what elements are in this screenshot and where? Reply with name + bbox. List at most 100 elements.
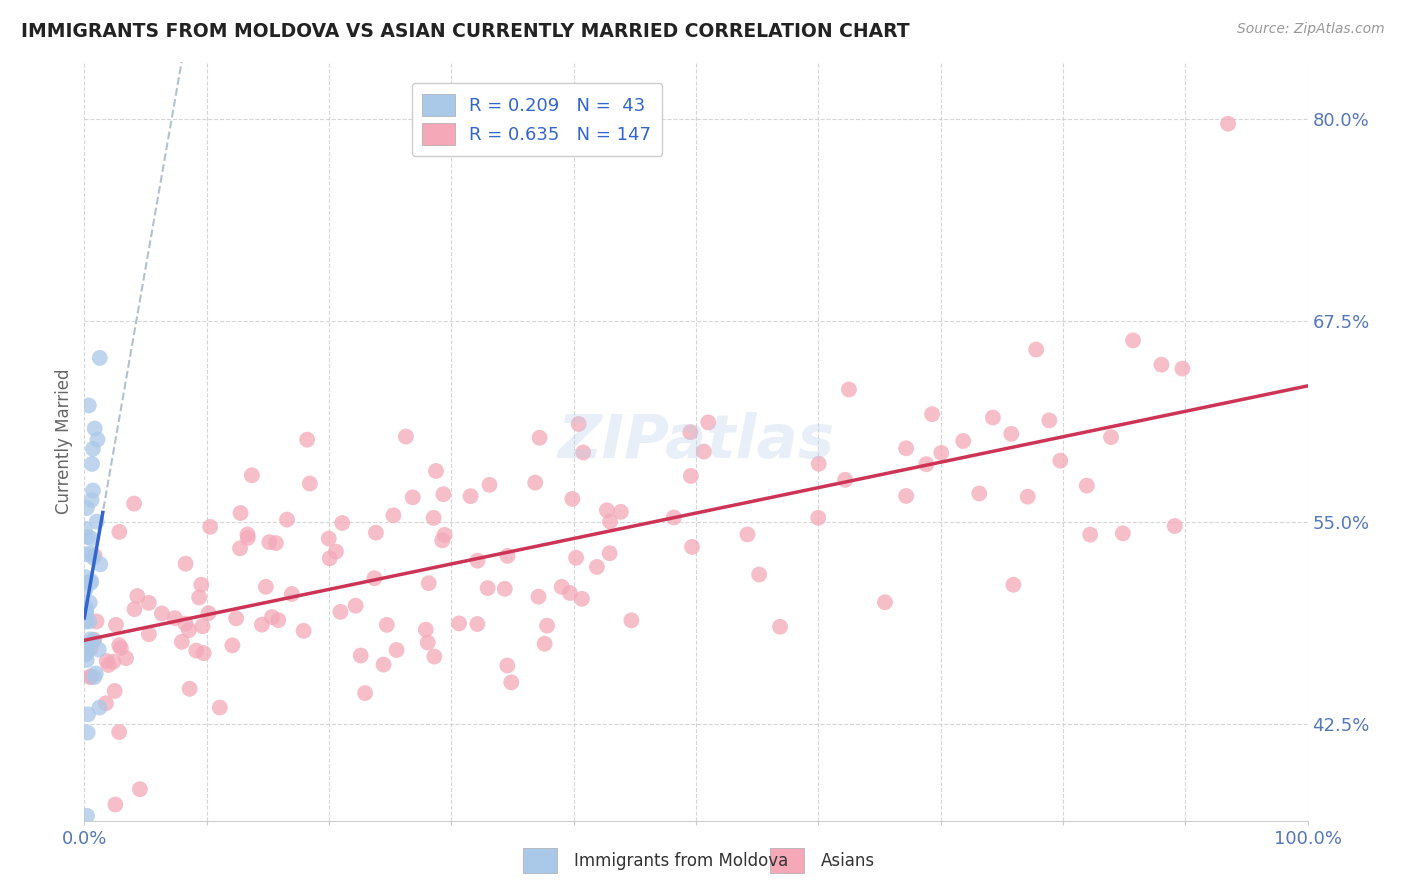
Point	[478, 477, 501, 491]
Point	[76, 725, 98, 739]
Point	[84, 666, 107, 681]
Point	[693, 444, 716, 458]
Point	[561, 491, 583, 506]
Point	[432, 487, 454, 501]
Point	[1000, 426, 1022, 441]
Point	[807, 511, 830, 525]
Text: Source: ZipAtlas.com: Source: ZipAtlas.com	[1237, 22, 1385, 37]
Point	[75, 615, 97, 629]
Point	[83, 633, 105, 648]
Point	[76, 809, 98, 823]
Point	[662, 510, 685, 524]
Point	[79, 596, 101, 610]
Point	[82, 442, 104, 456]
Point	[402, 491, 425, 505]
Point	[1164, 519, 1187, 533]
Point	[460, 489, 482, 503]
Point	[344, 599, 367, 613]
Point	[1002, 578, 1025, 592]
Point	[318, 551, 340, 566]
Point	[229, 506, 252, 520]
Point	[75, 638, 97, 652]
Point	[418, 576, 440, 591]
Point	[330, 516, 353, 530]
Point	[80, 457, 103, 471]
Point	[77, 615, 100, 629]
Point	[73, 606, 96, 620]
Point	[190, 578, 212, 592]
Point	[586, 560, 609, 574]
Point	[197, 606, 219, 620]
Point	[496, 658, 519, 673]
Point	[82, 483, 104, 498]
Point	[80, 493, 103, 508]
Point	[494, 582, 516, 596]
Point	[76, 646, 98, 660]
Point	[276, 512, 298, 526]
Point	[236, 527, 259, 541]
Point	[83, 549, 105, 563]
Point	[259, 535, 281, 549]
Point	[86, 433, 108, 447]
Point	[179, 681, 201, 696]
Point	[318, 532, 340, 546]
Point	[73, 522, 96, 536]
Point	[292, 624, 315, 638]
Text: IMMIGRANTS FROM MOLDOVA VS ASIAN CURRENTLY MARRIED CORRELATION CHART: IMMIGRANTS FROM MOLDOVA VS ASIAN CURRENT…	[21, 22, 910, 41]
Point	[1150, 358, 1173, 372]
Point	[104, 684, 127, 698]
Point	[75, 605, 97, 619]
Point	[496, 549, 519, 563]
Point	[82, 550, 104, 565]
Point	[354, 686, 377, 700]
Point	[174, 616, 197, 631]
Point	[108, 524, 131, 539]
Point	[967, 486, 990, 500]
Point	[679, 425, 702, 440]
Point	[250, 617, 273, 632]
Point	[295, 433, 318, 447]
Point	[221, 639, 243, 653]
Point	[229, 541, 252, 556]
Point	[129, 782, 152, 797]
Point	[432, 533, 454, 548]
Point	[86, 515, 108, 529]
Point	[174, 557, 197, 571]
Point	[79, 632, 101, 647]
Point	[80, 575, 103, 590]
Point	[89, 700, 111, 714]
Point	[83, 632, 105, 647]
Point	[267, 613, 290, 627]
Point	[385, 643, 408, 657]
Point	[373, 657, 395, 672]
Point	[96, 654, 118, 668]
Point	[449, 616, 471, 631]
Point	[565, 550, 588, 565]
Point	[77, 638, 100, 652]
Point	[382, 508, 405, 523]
Point	[150, 607, 173, 621]
Text: Asians: Asians	[821, 852, 875, 870]
Point	[873, 595, 896, 609]
Point	[599, 515, 621, 529]
Point	[467, 617, 489, 632]
Point	[433, 528, 456, 542]
Point	[325, 544, 347, 558]
Point	[115, 651, 138, 665]
Point	[127, 589, 149, 603]
Point	[915, 457, 938, 471]
FancyBboxPatch shape	[523, 848, 557, 873]
Point	[208, 700, 231, 714]
Point	[77, 399, 100, 413]
Point	[807, 457, 830, 471]
Point	[395, 429, 418, 443]
Point	[1216, 117, 1239, 131]
Point	[415, 623, 437, 637]
Point	[329, 605, 352, 619]
Point	[524, 475, 547, 490]
Point	[75, 570, 97, 584]
Point	[363, 571, 385, 585]
Point	[425, 464, 447, 478]
Point	[188, 591, 211, 605]
Point	[350, 648, 373, 663]
